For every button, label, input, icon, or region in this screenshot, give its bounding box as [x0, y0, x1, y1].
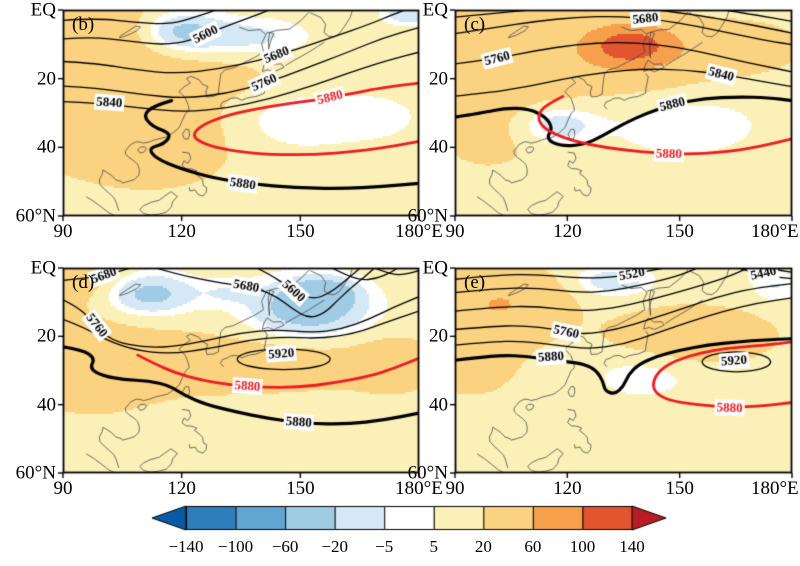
y-tick-label-d-1: 20: [37, 325, 56, 347]
x-tick-label-b-1: 120: [167, 221, 196, 242]
x-tick-label-d-1: 120: [167, 478, 196, 499]
y-tick-label-d-3: 60°N: [15, 462, 56, 484]
panel-label-b: (b): [72, 14, 95, 35]
y-tick-label-c-1: 20: [429, 68, 448, 90]
x-tick-label-b-2: 150: [286, 221, 315, 242]
y-tick-label-b-3: 60°N: [15, 205, 56, 227]
panel-label-e: (e): [464, 272, 486, 293]
y-tick-label-c-2: 40: [429, 136, 448, 158]
y-tick-label-b-1: 20: [37, 68, 56, 90]
y-tick-label-e-3: 60°N: [407, 462, 448, 484]
x-tick-label-c-3: 180°E: [750, 221, 799, 242]
colorbar-tick-label-0: −140: [168, 537, 204, 556]
y-tick-label-e-2: 40: [429, 394, 448, 416]
colorbar-tick-label-3: −20: [321, 537, 348, 556]
y-tick-label-c-0: EQ: [422, 0, 448, 21]
y-tick-label-d-2: 40: [37, 394, 56, 416]
x-tick-label-b-0: 90: [53, 221, 73, 242]
x-tick-label-e-2: 150: [665, 478, 694, 499]
x-tick-label-d-0: 90: [53, 478, 73, 499]
y-tick-label-d-0: EQ: [30, 257, 56, 279]
colorbar-tick-label-2: −60: [271, 537, 299, 556]
y-tick-label-b-2: 40: [37, 136, 56, 158]
panel-label-d: (d): [72, 272, 95, 293]
colorbar-tick-label-8: 100: [569, 537, 596, 556]
panel-label-c: (c): [464, 14, 486, 35]
y-tick-label-b-0: EQ: [30, 0, 56, 21]
y-tick-label-c-3: 60°N: [407, 205, 448, 227]
x-tick-label-e-3: 180°E: [750, 478, 799, 499]
y-tick-label-e-1: 20: [429, 325, 448, 347]
x-tick-label-c-1: 120: [553, 221, 582, 242]
x-tick-label-d-3: 180°E: [395, 478, 443, 499]
colorbar-tick-label-1: −100: [218, 537, 254, 556]
x-tick-label-e-0: 90: [445, 478, 465, 499]
colorbar-tick-label-9: 140: [619, 537, 645, 556]
colorbar-tick-label-5: 5: [429, 537, 439, 556]
x-tick-label-c-2: 150: [665, 221, 694, 242]
x-tick-label-d-2: 150: [286, 478, 315, 499]
colorbar-tick-label-4: −5: [375, 537, 394, 556]
x-tick-label-e-1: 120: [553, 478, 582, 499]
x-tick-label-c-0: 90: [445, 221, 465, 242]
x-tick-label-b-3: 180°E: [395, 221, 443, 242]
colorbar-tick-label-6: 20: [474, 537, 492, 556]
y-tick-label-e-0: EQ: [422, 257, 448, 279]
colorbar-tick-label-7: 60: [524, 537, 542, 556]
